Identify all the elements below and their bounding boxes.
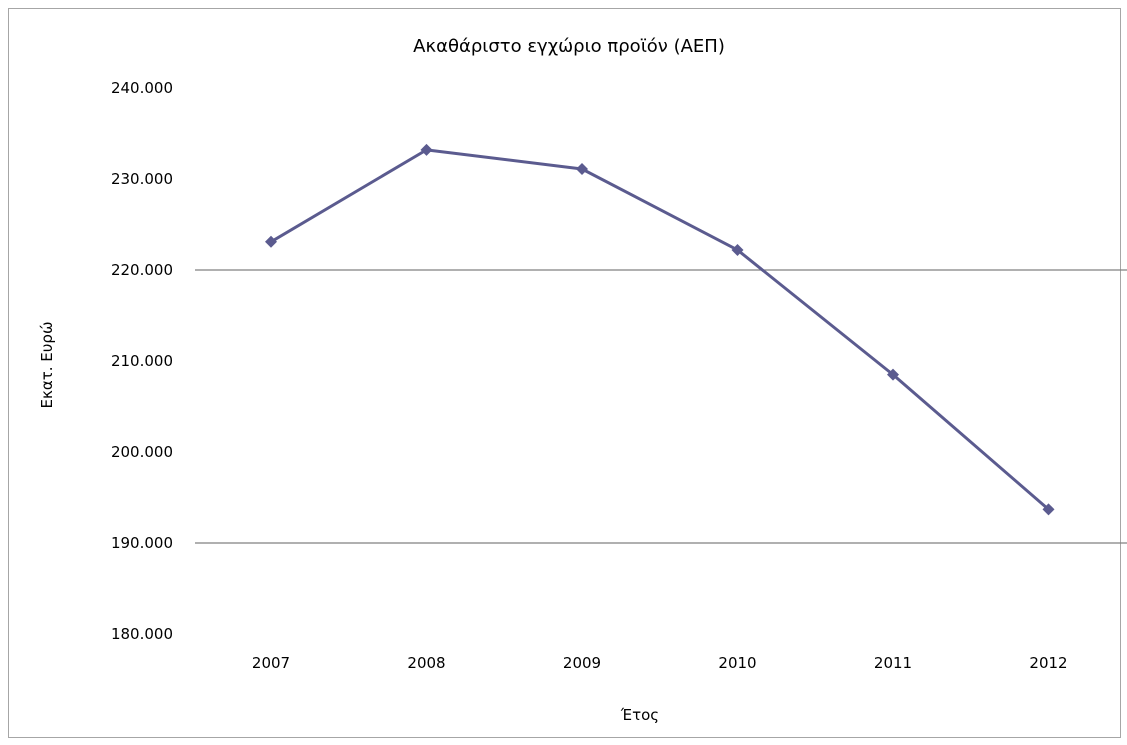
y-tick-label: 220.000 (111, 261, 173, 279)
data-point (731, 243, 744, 256)
y-tick-label: 210.000 (111, 352, 173, 370)
data-point (576, 162, 588, 175)
series-line (270, 148, 1050, 511)
y-tick-label: 200.000 (111, 443, 173, 461)
y-tick-label: 230.000 (111, 170, 173, 188)
series-layer (265, 143, 1055, 516)
x-tick-label: 2012 (1029, 654, 1067, 672)
x-tick-label: 2010 (718, 654, 756, 672)
x-tick-label: 2009 (563, 654, 601, 672)
data-point (265, 235, 277, 248)
x-tick-label: 2011 (874, 654, 912, 672)
data-point (420, 143, 433, 156)
data-point (1042, 503, 1055, 516)
y-axis-tick-labels: 180.000 190.000 200.000 210.000 220.000 230.0… (111, 79, 173, 643)
y-tick-label: 240.000 (111, 79, 173, 97)
x-tick-label: 2008 (407, 654, 445, 672)
y-axis-label: Εκατ. Ευρώ (38, 321, 56, 408)
x-tick-label: 2007 (252, 654, 290, 672)
gridlines (195, 269, 1127, 544)
x-axis-label: Έτος (620, 706, 659, 724)
chart-title: Ακαθάριστο εγχώριο προϊόν (ΑΕΠ) (413, 36, 725, 57)
chart-frame (8, 8, 1121, 738)
y-tick-label: 190.000 (111, 534, 173, 552)
x-axis-tick-labels: 2007 2008 2009 2010 2011 2012 (252, 654, 1068, 672)
y-tick-label: 180.000 (111, 625, 173, 643)
data-point (887, 368, 899, 381)
